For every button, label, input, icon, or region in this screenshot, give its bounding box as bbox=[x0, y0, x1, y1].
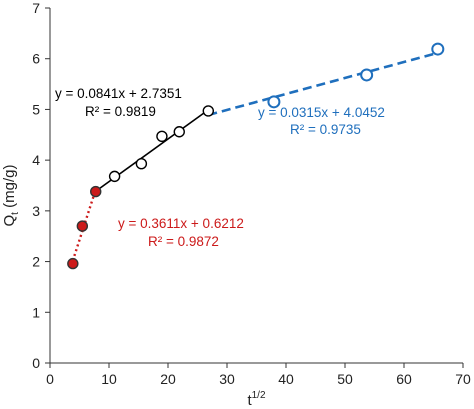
x-axis-title-base: t bbox=[247, 392, 252, 409]
fit-equation-1: y = 0.3611x + 0.6212 bbox=[118, 216, 244, 231]
x-tick-label: 60 bbox=[396, 371, 412, 387]
y-tick-label: 6 bbox=[32, 51, 40, 67]
x-tick-label: 30 bbox=[219, 371, 235, 387]
data-point bbox=[431, 42, 445, 56]
data-point bbox=[67, 257, 79, 270]
y-axis-title-subscript: t bbox=[10, 212, 21, 215]
data-point bbox=[267, 95, 281, 109]
y-tick-label: 3 bbox=[32, 203, 40, 219]
data-point bbox=[360, 68, 374, 82]
x-tick-label: 70 bbox=[455, 371, 471, 387]
fit-r-squared-2: R² = 0.9819 bbox=[85, 104, 156, 119]
y-tick-label: 0 bbox=[32, 355, 40, 371]
data-point bbox=[156, 130, 168, 143]
y-tick-label: 2 bbox=[32, 254, 40, 270]
data-point bbox=[202, 105, 214, 117]
data-point bbox=[108, 170, 121, 183]
y-axis-title-unit: (mg/g) bbox=[1, 165, 18, 213]
y-axis-title-base: Q bbox=[1, 215, 18, 227]
x-tick-label: 40 bbox=[278, 371, 294, 387]
y-axis-title: Qt (mg/g) bbox=[1, 165, 21, 227]
x-tick-label: 0 bbox=[46, 371, 54, 387]
x-axis-title-superscript: 1/2 bbox=[252, 390, 266, 401]
fit-r-squared-3: R² = 0.9735 bbox=[290, 122, 361, 137]
x-tick-label: 10 bbox=[101, 371, 117, 387]
x-ticks: 0 10 20 30 40 50 60 70 bbox=[46, 363, 471, 387]
x-axis-title: t1/2 bbox=[247, 390, 266, 409]
data-points bbox=[67, 42, 445, 270]
data-point bbox=[90, 185, 102, 198]
fit-equation-3: y = 0.0315x + 4.0452 bbox=[258, 105, 385, 120]
y-tick-label: 7 bbox=[32, 0, 40, 16]
fit-equations: y = 0.3611x + 0.6212 R² = 0.9872 y = 0.084… bbox=[55, 86, 385, 249]
y-tick-label: 5 bbox=[32, 101, 40, 117]
x-tick-label: 20 bbox=[160, 371, 176, 387]
y-tick-label: 4 bbox=[32, 152, 40, 168]
fit-line-3 bbox=[207, 51, 439, 117]
data-point bbox=[135, 157, 148, 170]
y-tick-label: 1 bbox=[32, 304, 40, 320]
data-point bbox=[76, 220, 89, 232]
axes: 0 10 20 30 40 50 60 70 0 1 2 3 4 5 6 7 bbox=[32, 0, 471, 387]
fit-r-squared-1: R² = 0.9872 bbox=[148, 234, 219, 249]
y-ticks: 0 1 2 3 4 5 6 7 bbox=[32, 0, 50, 371]
fit-equation-2: y = 0.0841x + 2.7351 bbox=[55, 86, 182, 101]
x-tick-label: 50 bbox=[337, 371, 353, 387]
data-point bbox=[173, 126, 185, 138]
